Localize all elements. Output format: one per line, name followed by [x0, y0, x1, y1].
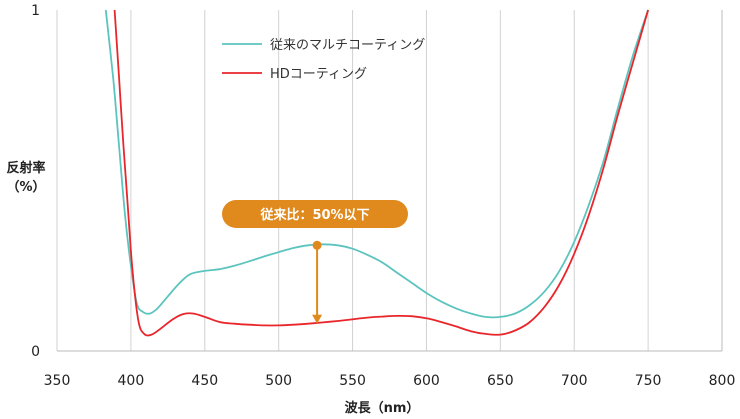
annotation-arrow-dot [312, 240, 322, 250]
legend-label-conventional: 従来のマルチコーティング [270, 38, 425, 53]
series-line-hd [113, 9, 649, 337]
annotation-arrow-head [312, 314, 323, 324]
x-tick-label: 600 [413, 373, 440, 389]
annotation-text: 従来比：50%以下 [259, 207, 369, 223]
x-tick-label: 450 [191, 373, 218, 389]
grid-lines [56, 10, 723, 352]
x-tick-label: 350 [44, 373, 71, 389]
x-tick-label: 400 [118, 373, 145, 389]
x-tick-label: 800 [709, 373, 736, 389]
x-tick-label: 550 [339, 373, 366, 389]
series-line-conventional [104, 9, 649, 319]
x-tick-label: 650 [487, 373, 514, 389]
y-axis-unit: （%） [6, 179, 45, 195]
annotation-badge [222, 200, 408, 228]
legend-label-hd: HDコーティング [270, 67, 367, 82]
series-lines [104, 9, 649, 337]
y-tick-label: 1 [31, 3, 40, 19]
x-tick-label: 750 [635, 373, 662, 389]
legend: 従来のマルチコーティング HDコーティング [222, 38, 425, 82]
x-tick-label: 500 [265, 373, 292, 389]
annotation: 従来比：50%以下 [222, 200, 408, 324]
y-tick-labels: 01 [31, 3, 40, 360]
y-axis-label: 反射率 [6, 160, 45, 176]
y-tick-label: 0 [31, 344, 40, 360]
x-tick-labels: 350 400 450 500 550 600 650 700 750 800 [44, 373, 736, 389]
x-tick-label: 700 [561, 373, 588, 389]
x-axis-label: 波長（nm） [345, 400, 420, 416]
